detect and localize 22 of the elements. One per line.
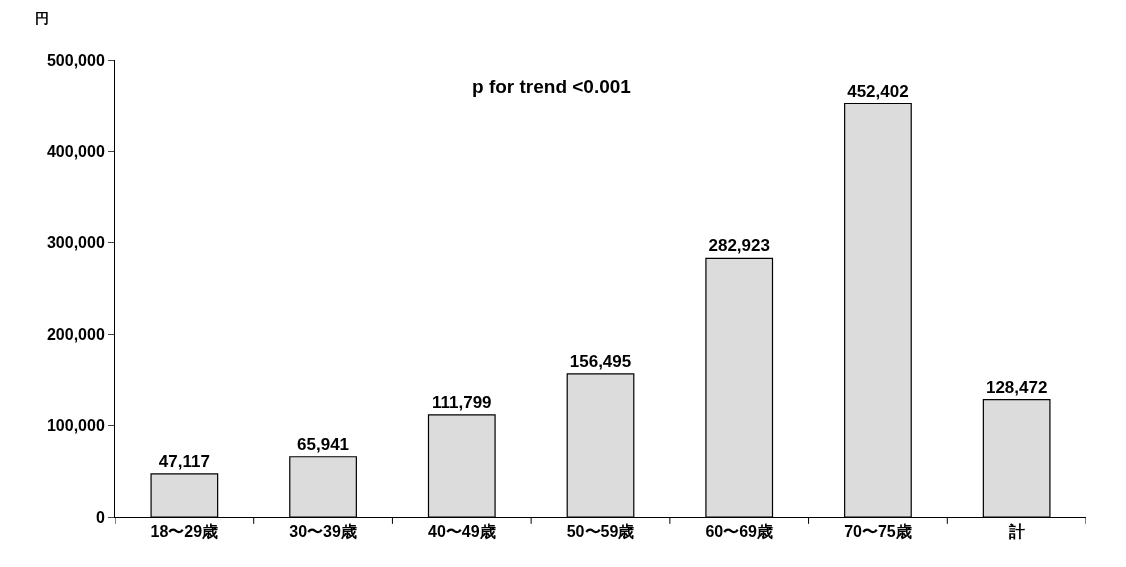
data-label: 65,941	[297, 434, 350, 454]
y-tick-label: 100,000	[46, 417, 105, 435]
x-tick-label: 30〜39歳	[289, 523, 357, 541]
y-tick-label: 300,000	[46, 234, 105, 252]
y-tick-label: 500,000	[46, 51, 105, 69]
data-label: 111,799	[432, 392, 492, 412]
x-tick-label: 50〜59歳	[566, 523, 635, 541]
y-tick-label: 200,000	[46, 325, 105, 343]
data-label: 47,117	[158, 451, 210, 471]
data-label: 128,472	[985, 377, 1048, 397]
y-tick-label: 0	[95, 508, 105, 526]
x-tick-label: 70〜75歳	[844, 523, 912, 541]
x-tick-label: 40〜49歳	[427, 523, 496, 541]
y-tick-label: 400,000	[46, 143, 105, 160]
data-label: 156,495	[569, 351, 632, 371]
data-label: 282,923	[708, 236, 770, 256]
data-label: 452,402	[847, 81, 909, 101]
y-axis-title: 円	[35, 10, 49, 26]
x-tick-label: 18〜29歳	[150, 523, 219, 541]
annotation: p for trend <0.001	[472, 76, 632, 97]
x-tick-label: 60〜69歳	[705, 523, 774, 541]
x-tick-label: 計	[1007, 523, 1025, 541]
